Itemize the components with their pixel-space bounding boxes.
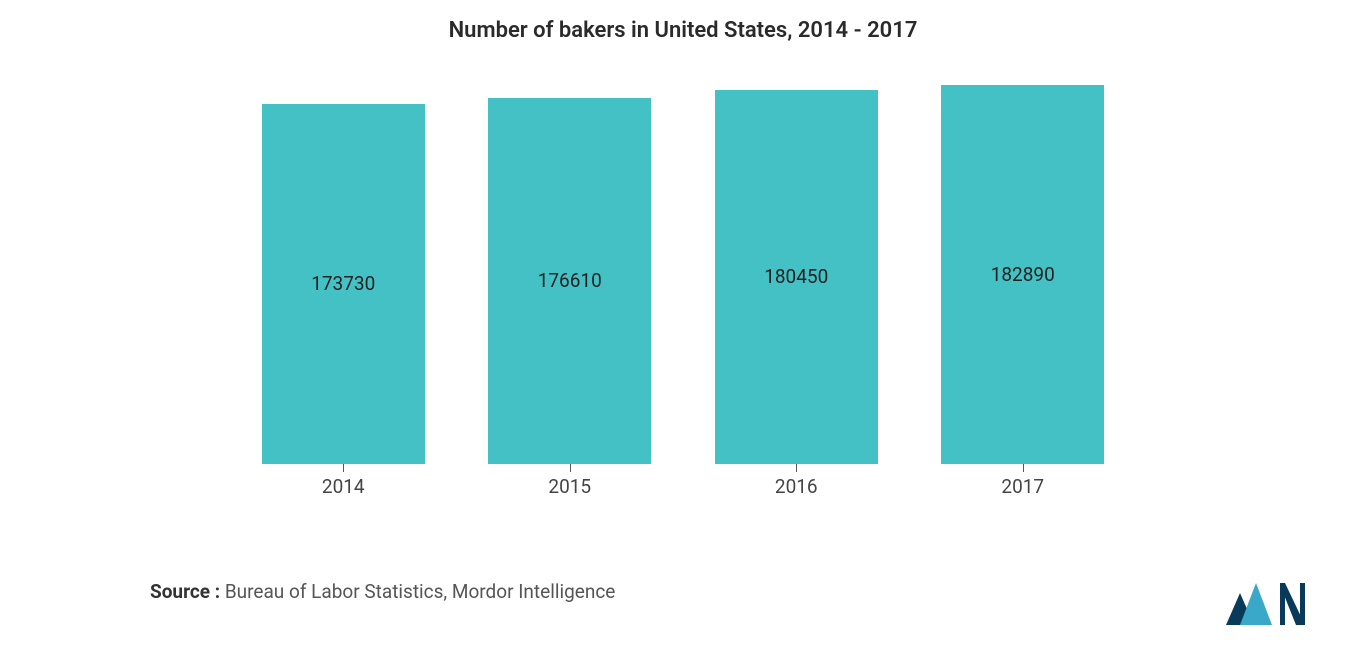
bar-2015: 176610	[488, 98, 651, 464]
bar-group: 176610 2015	[457, 70, 684, 464]
bar-2016: 180450	[715, 90, 878, 464]
bar-group: 173730 2014	[230, 70, 457, 464]
axis-tick	[343, 464, 344, 472]
bar-value-label: 176610	[538, 269, 602, 292]
chart-title: Number of bakers in United States, 2014 …	[0, 0, 1366, 43]
bar-2014: 173730	[262, 104, 425, 464]
source-text: Bureau of Labor Statistics, Mordor Intel…	[225, 580, 616, 603]
bar-group: 180450 2016	[683, 70, 910, 464]
bar-group: 182890 2017	[910, 70, 1137, 464]
category-label: 2016	[683, 475, 910, 498]
axis-tick	[796, 464, 797, 472]
bar-value-label: 173730	[311, 272, 375, 295]
axis-tick	[570, 464, 571, 472]
chart-container: Number of bakers in United States, 2014 …	[0, 0, 1366, 655]
mordor-logo-icon	[1226, 573, 1306, 625]
bar-value-label: 182890	[991, 263, 1055, 286]
source-attribution: Source : Bureau of Labor Statistics, Mor…	[150, 580, 615, 603]
category-label: 2014	[230, 475, 457, 498]
category-label: 2017	[910, 475, 1137, 498]
chart-plot-area: 173730 2014 176610 2015 180450 2016 1828…	[230, 70, 1136, 465]
category-label: 2015	[457, 475, 684, 498]
source-label: Source :	[150, 580, 220, 603]
bar-value-label: 180450	[764, 265, 828, 288]
axis-tick	[1023, 464, 1024, 472]
bar-2017: 182890	[941, 85, 1104, 464]
